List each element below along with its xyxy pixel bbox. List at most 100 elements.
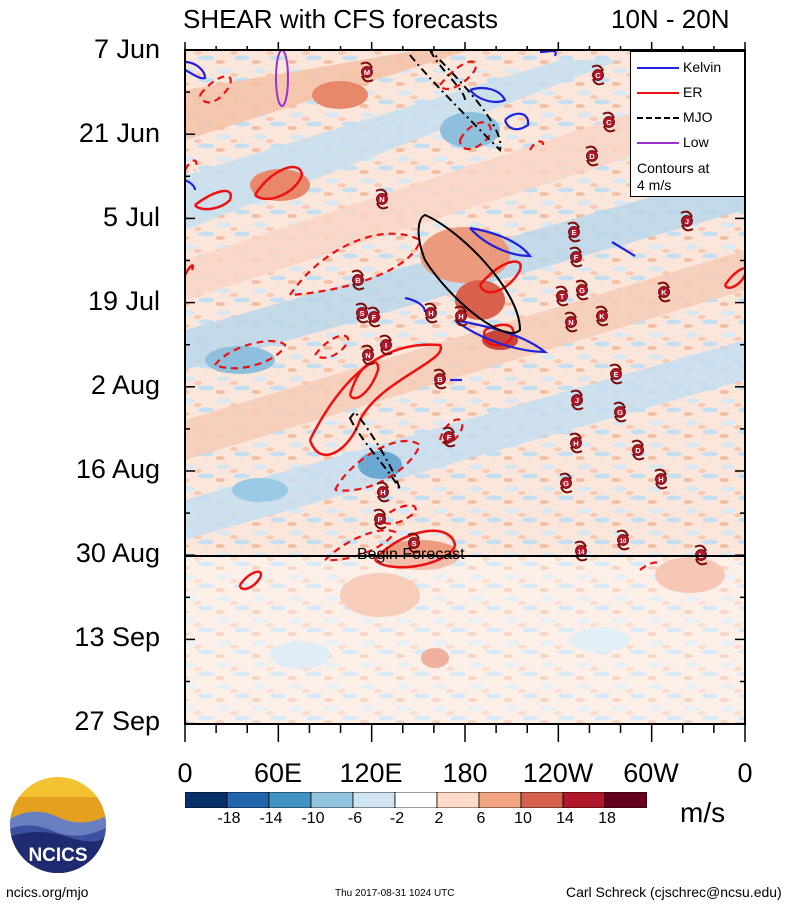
x-tick-label: 180 xyxy=(442,758,488,788)
er-dashed-contour xyxy=(185,159,198,171)
storm-symbol-label: K xyxy=(661,288,667,297)
colorbar-cell xyxy=(604,792,647,808)
storm-symbol-label: F xyxy=(447,433,452,442)
colorbar-cell xyxy=(268,792,312,808)
storm-symbol: G xyxy=(575,279,589,301)
y-tick-label: 5 Jul xyxy=(102,202,160,232)
storm-symbol: D xyxy=(631,439,645,461)
colorbar-label: -6 xyxy=(347,810,363,827)
x-tick-label: 60W xyxy=(623,758,679,788)
storm-symbol-label: J xyxy=(575,396,579,405)
wave-contours xyxy=(185,50,745,591)
x-tick-label: 0 xyxy=(737,758,753,788)
colorbar-cell xyxy=(478,792,522,808)
colorbar-units: m/s xyxy=(680,797,726,828)
storm-symbol: T xyxy=(555,285,569,307)
legend-item-er: ER xyxy=(637,83,742,103)
er-dashed-contour xyxy=(214,340,287,370)
storm-symbol: N xyxy=(375,188,389,210)
y-tick-label: 7 Jun xyxy=(93,34,160,64)
storm-symbol-label: H xyxy=(573,439,578,448)
storm-symbol-label: E xyxy=(571,228,576,237)
colorbar-cell xyxy=(226,792,270,808)
storm-symbol: E xyxy=(567,221,581,243)
storm-symbol-label: N xyxy=(379,195,384,204)
storm-symbol: B xyxy=(433,368,447,390)
region-label: 10N - 20N xyxy=(611,4,730,34)
storm-symbol: F xyxy=(367,306,381,328)
storm-symbol-label: J xyxy=(685,217,689,226)
kelvin-contour xyxy=(469,226,533,258)
site-link[interactable]: ncics.org/mjo xyxy=(6,884,89,900)
er-contour xyxy=(482,323,515,347)
storm-symbol-label: S xyxy=(411,539,416,548)
colorbar-label: -2 xyxy=(389,810,405,827)
legend-label-kelvin: Kelvin xyxy=(683,59,722,75)
mjo-dashed-contour xyxy=(429,50,466,101)
er-contour xyxy=(193,189,232,211)
kelvin-contour xyxy=(454,318,549,354)
colorbar-cell xyxy=(436,792,480,808)
er-dashed-contour xyxy=(529,140,545,151)
er-dashed-contour xyxy=(334,439,422,492)
storm-symbol: J xyxy=(680,210,694,232)
er-contour xyxy=(238,570,263,591)
er-dashed-contour xyxy=(639,561,660,571)
storm-symbol-label: F xyxy=(372,313,377,322)
storm-symbol-label: G xyxy=(579,286,585,295)
x-tick-label: 60E xyxy=(253,758,303,788)
colorbar-label: -18 xyxy=(217,810,241,827)
storm-symbol: S xyxy=(355,302,369,324)
storm-symbol-label: I xyxy=(385,341,387,350)
storm-symbol-label: T xyxy=(560,292,565,301)
logo-text: NCICS xyxy=(28,845,87,866)
er-contour xyxy=(723,267,745,290)
storm-symbol: P xyxy=(373,508,387,530)
storm-symbol-label: D xyxy=(635,446,641,455)
storm-symbol-label: D xyxy=(589,152,595,161)
colorbar-cell xyxy=(562,792,606,808)
colorbar-label: -10 xyxy=(301,810,325,827)
storm-symbol: N xyxy=(564,311,578,333)
er-dashed-contour xyxy=(439,60,477,91)
storm-symbol-label: G xyxy=(617,408,623,417)
storm-symbol: K xyxy=(595,305,609,327)
kelvin-contour xyxy=(469,86,507,104)
storm-symbol-label: H xyxy=(380,488,385,497)
y-tick-label: 13 Sep xyxy=(74,622,160,652)
y-tick-label: 19 Jul xyxy=(87,286,160,316)
er-dashed-contour xyxy=(324,529,397,562)
er-contour xyxy=(308,343,443,456)
er-contour xyxy=(478,260,522,294)
colorbar-label: 2 xyxy=(434,810,444,827)
storm-symbol-label: B xyxy=(355,276,361,285)
er-contour xyxy=(185,264,195,276)
storm-symbol: H xyxy=(376,481,390,503)
er-contour xyxy=(374,529,457,569)
storm-symbol: D xyxy=(585,145,599,167)
y-tick-label: 27 Sep xyxy=(74,706,160,736)
er-dashed-contour xyxy=(314,334,350,359)
legend-note: Contours at 4 m/s xyxy=(637,160,709,194)
kelvin-contour xyxy=(503,112,530,131)
er-dashed-contour xyxy=(458,121,492,151)
y-tick-label: 16 Aug xyxy=(75,454,160,484)
storm-symbol: 10 xyxy=(616,529,630,551)
legend-label-low: Low xyxy=(683,134,709,150)
er-dashed-contour xyxy=(379,504,417,525)
kelvin-contour xyxy=(404,296,427,313)
storm-symbol-label: F xyxy=(574,253,579,262)
low-contour xyxy=(275,50,289,107)
x-tick-label: 0 xyxy=(177,758,193,788)
storm-symbol-label: N xyxy=(568,318,573,327)
legend-label-mjo: MJO xyxy=(683,109,713,125)
colorbar-cell xyxy=(394,792,438,808)
colorbar-cell xyxy=(185,792,228,808)
legend-swatch-low xyxy=(637,142,679,144)
x-ticks xyxy=(184,42,746,742)
storm-symbol-label: H xyxy=(458,312,463,321)
storm-symbol: J xyxy=(570,389,584,411)
storm-symbol: H xyxy=(654,468,668,490)
colorbar-cell xyxy=(352,792,396,808)
storm-symbol-label: 14 xyxy=(578,550,585,556)
